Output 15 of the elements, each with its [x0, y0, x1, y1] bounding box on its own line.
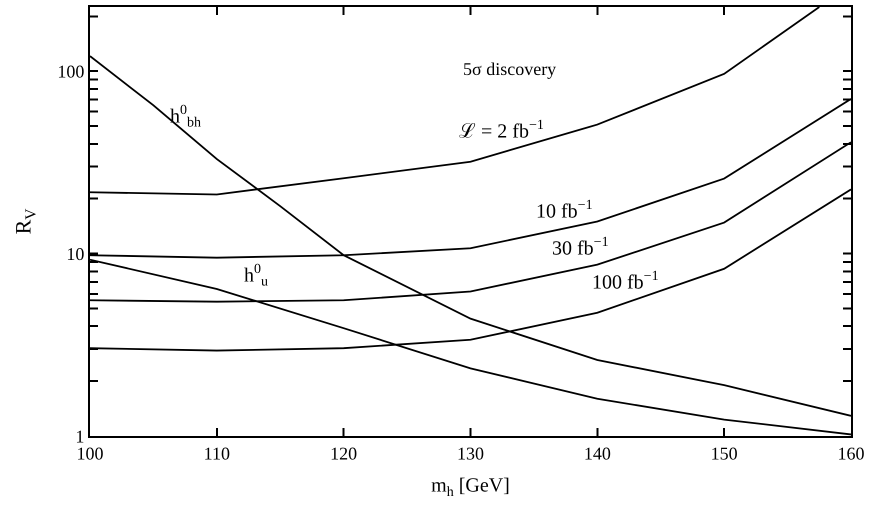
- x-tick-label: 110: [204, 444, 230, 464]
- y-tick-label: 10: [66, 244, 84, 264]
- y-tick-label: 1: [75, 426, 84, 446]
- x-axis-title: m$_{h}$ [GeV]: [431, 474, 510, 500]
- x-tick-label: 150: [710, 444, 738, 464]
- x-tick-label: 160: [838, 444, 864, 464]
- series-label: 100 fb$^{−1}$: [592, 269, 659, 294]
- y-tick-label: 100: [57, 62, 84, 82]
- annotation: 5σ discovery: [463, 59, 556, 79]
- x-tick-label: 130: [457, 444, 484, 464]
- series-label: 10 fb$^{−1}$: [536, 198, 593, 222]
- x-tick-label: 140: [584, 444, 611, 464]
- series-label: 30 fb$^{−1}$: [552, 235, 609, 260]
- series-label: ℒ = 2 fb$^{−1}$: [459, 118, 544, 142]
- x-tick-label: 120: [330, 444, 358, 464]
